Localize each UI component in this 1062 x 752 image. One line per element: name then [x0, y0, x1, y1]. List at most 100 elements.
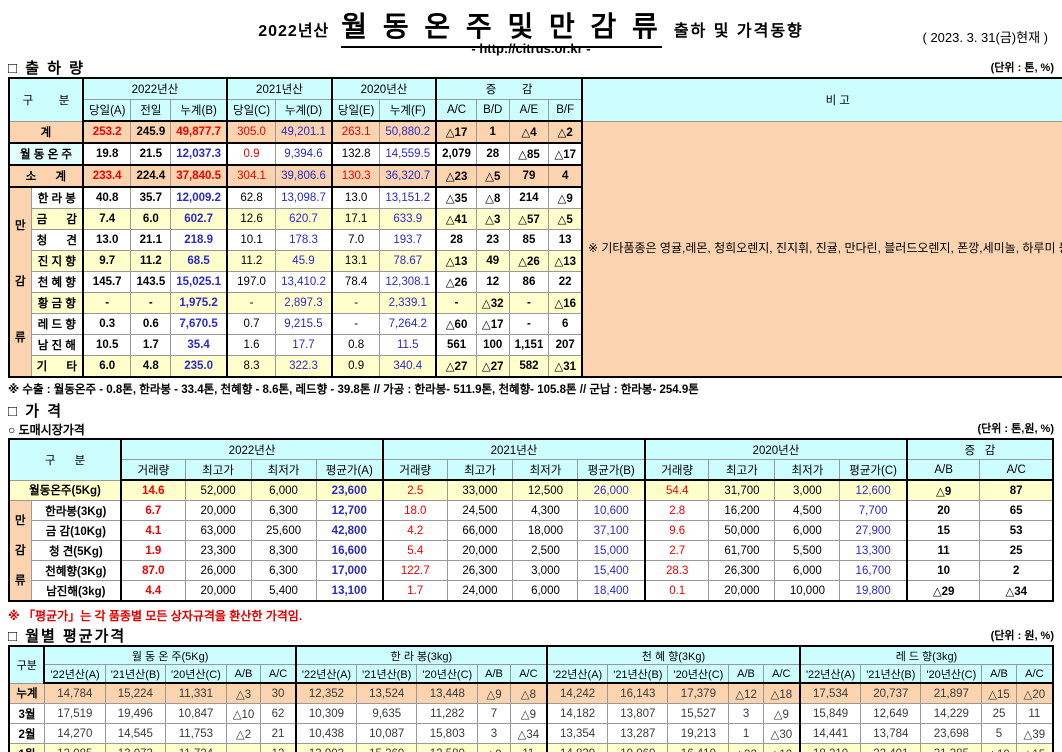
header-cell: 레 드 향(3kg) [798, 645, 1054, 665]
header-cell: 천 혜 향(3Kg) [545, 645, 801, 665]
cell: 6 [548, 313, 583, 335]
cell: 12,700 [315, 500, 384, 521]
cell: 12,649 [860, 703, 922, 724]
cell: △39 [1015, 723, 1054, 744]
header-cell: A/C [979, 459, 1054, 481]
mangamryu-vertical-label: 만 감 류 [8, 500, 32, 602]
cell: 3,000 [512, 560, 579, 581]
cell: 1 [475, 120, 510, 144]
site-url-link[interactable]: - http://citrus.or.kr - [471, 41, 591, 56]
cell: 21.5 [130, 142, 172, 166]
cell: 0.3 [81, 313, 132, 335]
cell: 86 [508, 271, 550, 293]
cell: 4,300 [512, 500, 579, 521]
cell: △10 [225, 703, 262, 724]
cell: 11 [1015, 703, 1054, 724]
price-row-winter-mandarin: 월동온주(5Kg) 14.6 52,000 6,000 23,600 2.5 33,000 1… [8, 479, 1054, 501]
cell: - [508, 292, 550, 314]
shipment-row-hwanggeumhyang: 황 금 향 - -1,975.2-2,897.3-2,339.1- △32- △16 [9, 292, 1062, 314]
cell: 6,000 [774, 560, 841, 581]
cell: △26 [435, 271, 477, 293]
cell: 15,224 [104, 682, 166, 704]
header-cell: 구 분 [8, 438, 122, 481]
avg-price-note: ※ 「평균가」는 각 품종별 모든 상자규격을 환산한 가격임. [8, 609, 303, 623]
cell: 17,534 [798, 682, 862, 704]
cell: △3 [475, 208, 510, 230]
cell: 4.8 [130, 355, 172, 378]
cell: 63,000 [184, 520, 252, 541]
cell: 6,300 [250, 500, 317, 521]
cell: 28 [435, 229, 477, 251]
header-cell: A/B [225, 664, 262, 684]
cell: △34 [979, 580, 1054, 602]
page-title: 월 동 온 주 및 만 감 류 [341, 5, 662, 48]
cell: 12,600 [839, 479, 908, 501]
cell: 35.7 [130, 186, 172, 209]
cell: 50,000 [708, 520, 776, 541]
header-cell: 당일(E) [330, 99, 381, 122]
cell: 12,500 [512, 479, 579, 501]
cell: 13,448 [416, 682, 479, 704]
cell: △2 [548, 120, 583, 144]
cell: 15 [905, 520, 981, 541]
cell: 6,000 [250, 479, 317, 501]
header-cell: '21년산(B) [356, 664, 418, 684]
cell: 진 지 향 [30, 250, 84, 272]
cell: 11,753 [164, 723, 227, 744]
price-row-kumgam: 금 감(10Kg) 4.1 63,000 25,600 42,800 4.2 66,000 1… [9, 520, 1054, 541]
cell: 12,009.2 [170, 186, 228, 209]
cell: 11,282 [416, 703, 479, 724]
cell: 11,724 [164, 743, 227, 752]
cell: 청 견 [30, 229, 84, 251]
cell: 2,079 [435, 142, 477, 166]
cell: 12 [475, 271, 510, 293]
cell: △41 [435, 208, 477, 230]
cell: 11.2 [225, 250, 277, 272]
header-cell: '22년산(A) [43, 664, 106, 684]
cell: 6.0 [81, 355, 132, 378]
cell: 633.9 [379, 208, 437, 230]
cell: 13.1 [330, 250, 381, 272]
cell: 15,400 [577, 560, 646, 581]
cell: 17,379 [667, 682, 730, 704]
cell: 52,000 [184, 479, 252, 501]
cell: 13,073 [104, 743, 166, 752]
cell: 13,287 [607, 723, 669, 744]
cell: 13,354 [545, 723, 609, 744]
cell: 13,903 [294, 743, 358, 752]
cell: 65 [979, 500, 1054, 521]
cell: 61,700 [708, 540, 776, 561]
cell: 18,400 [577, 580, 646, 602]
cell: 15,269 [356, 743, 418, 752]
cell: 7,700 [839, 500, 908, 521]
cell: 천 혜 향 [30, 271, 84, 293]
cell: 26,300 [708, 560, 776, 581]
cell: 18,210 [798, 743, 862, 752]
cell: 1.9 [120, 540, 186, 561]
cell: 금 감(10Kg) [30, 520, 122, 541]
cell: 남진해(3kg) [30, 580, 122, 602]
cell: 1.7 [130, 334, 172, 356]
cell: 10,000 [774, 580, 841, 602]
cell: 13,410.2 [275, 271, 333, 293]
cell: - [435, 292, 477, 314]
cell: 20 [905, 500, 981, 521]
shipment-row-etc: 기 타 6.0 4.8 235.0 8.3 322.3 0.9 340.4 △27 △27 582 △… [9, 355, 1062, 378]
cell: △5 [475, 164, 510, 188]
cell: △4 [508, 120, 550, 144]
cell: 5.4 [382, 540, 448, 561]
cell: 7.4 [81, 208, 132, 230]
price-row-hallabong: 만 감 류 한라봉(3Kg) 6.7 20,000 6,300 12,700 18.0 24,… [8, 500, 1054, 602]
cell: 14,545 [104, 723, 166, 744]
cell: 13,784 [860, 723, 922, 744]
cell: △22 [728, 743, 764, 752]
cell: △60 [435, 313, 477, 335]
cell: 13,807 [607, 703, 669, 724]
cell: 193.7 [379, 229, 437, 251]
cell: 한 라 봉 [30, 186, 84, 209]
cell: △9 [905, 479, 981, 501]
cell: 10 [905, 560, 981, 581]
cell: 13.0 [81, 229, 132, 251]
cell: 79 [508, 164, 550, 188]
cell: 23,698 [920, 723, 983, 744]
